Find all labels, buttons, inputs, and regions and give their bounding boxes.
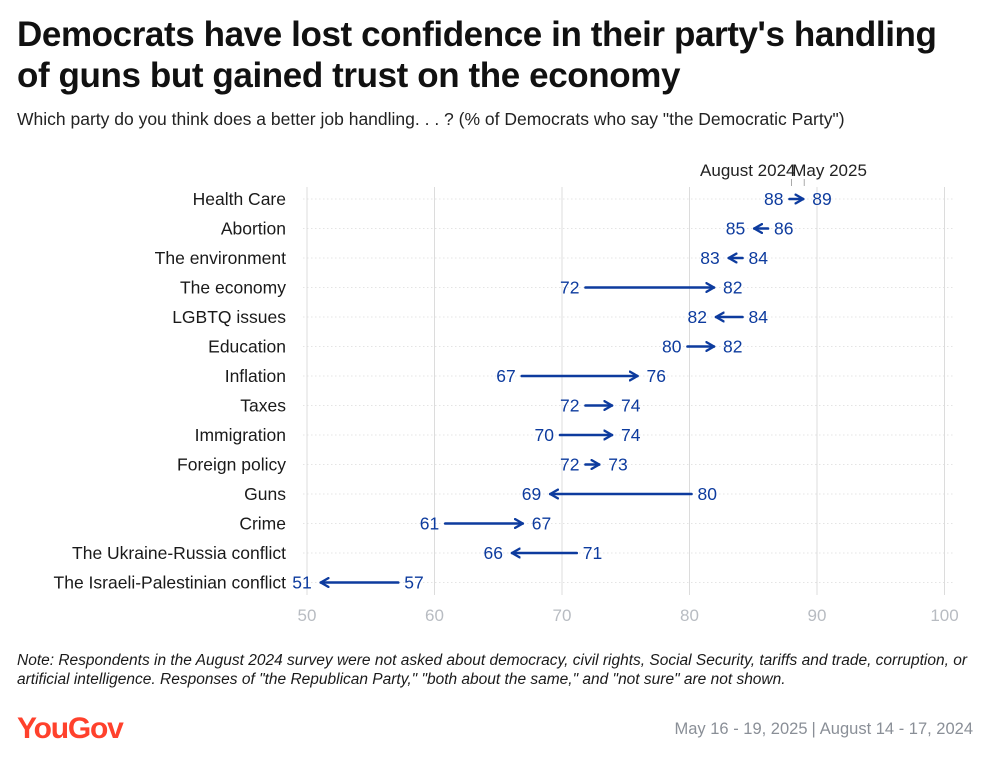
- value-label-aug-2024: 88: [764, 189, 783, 209]
- legend-label-august-2024: August 2024: [700, 161, 795, 180]
- category-label: Immigration: [195, 425, 286, 445]
- value-label-may-2025: 51: [292, 573, 311, 593]
- category-label: Education: [208, 337, 286, 357]
- value-label-may-2025: 82: [723, 337, 742, 357]
- value-label-aug-2024: 72: [560, 396, 579, 416]
- value-label-may-2025: 74: [621, 396, 641, 416]
- value-label-may-2025: 82: [688, 307, 707, 327]
- category-label: The environment: [155, 248, 286, 268]
- value-label-may-2025: 66: [484, 543, 503, 563]
- legend-label-may-2025: May 2025: [792, 161, 867, 180]
- value-label-aug-2024: 80: [662, 337, 682, 357]
- value-label-may-2025: 74: [621, 425, 641, 445]
- value-label-aug-2024: 86: [774, 219, 793, 239]
- value-label-aug-2024: 80: [698, 484, 718, 504]
- value-label-aug-2024: 57: [404, 573, 423, 593]
- value-label-may-2025: 82: [723, 278, 742, 298]
- value-label-aug-2024: 84: [749, 307, 769, 327]
- category-label: The economy: [180, 278, 286, 298]
- value-label-aug-2024: 84: [749, 248, 769, 268]
- category-label: Guns: [244, 484, 286, 504]
- value-label-may-2025: 69: [522, 484, 541, 504]
- value-label-may-2025: 89: [812, 189, 831, 209]
- x-tick-label: 70: [553, 606, 572, 625]
- value-label-aug-2024: 67: [496, 366, 515, 386]
- value-label-may-2025: 67: [532, 514, 551, 534]
- value-label-may-2025: 83: [700, 248, 719, 268]
- category-label: The Ukraine-Russia conflict: [72, 543, 286, 563]
- category-label: Crime: [239, 514, 286, 534]
- x-tick-label: 50: [298, 606, 317, 625]
- x-tick-label: 100: [930, 606, 958, 625]
- category-label: Inflation: [225, 366, 286, 386]
- value-label-aug-2024: 72: [560, 278, 579, 298]
- category-label: LGBTQ issues: [172, 307, 286, 327]
- value-label-aug-2024: 72: [560, 455, 579, 475]
- category-label: Health Care: [193, 189, 286, 209]
- date-separator: |: [811, 720, 816, 738]
- survey-dates: May 16 - 19, 2025 | August 14 - 17, 2024: [675, 720, 974, 739]
- x-tick-label: 90: [808, 606, 827, 625]
- value-label-may-2025: 85: [726, 219, 745, 239]
- value-label-aug-2024: 70: [535, 425, 555, 445]
- chart-subtitle: Which party do you think does a better j…: [17, 109, 845, 129]
- chart-title: Democrats have lost confidence in their …: [17, 15, 937, 95]
- yougov-logo: YouGov: [17, 712, 124, 745]
- category-label: Abortion: [221, 219, 286, 239]
- category-label: Taxes: [240, 396, 286, 416]
- value-label-may-2025: 73: [608, 455, 627, 475]
- value-label-may-2025: 76: [647, 366, 666, 386]
- x-tick-label: 80: [680, 606, 699, 625]
- survey-date-august: August 14 - 17, 2024: [819, 720, 973, 738]
- value-label-aug-2024: 61: [420, 514, 439, 534]
- category-label: Foreign policy: [177, 455, 286, 475]
- chart-note: Note: Respondents in the August 2024 sur…: [17, 652, 968, 688]
- survey-date-may: May 16 - 19, 2025: [674, 720, 808, 738]
- x-tick-label: 60: [425, 606, 444, 625]
- value-label-aug-2024: 71: [583, 543, 602, 563]
- category-label: The Israeli-Palestinian conflict: [54, 573, 287, 593]
